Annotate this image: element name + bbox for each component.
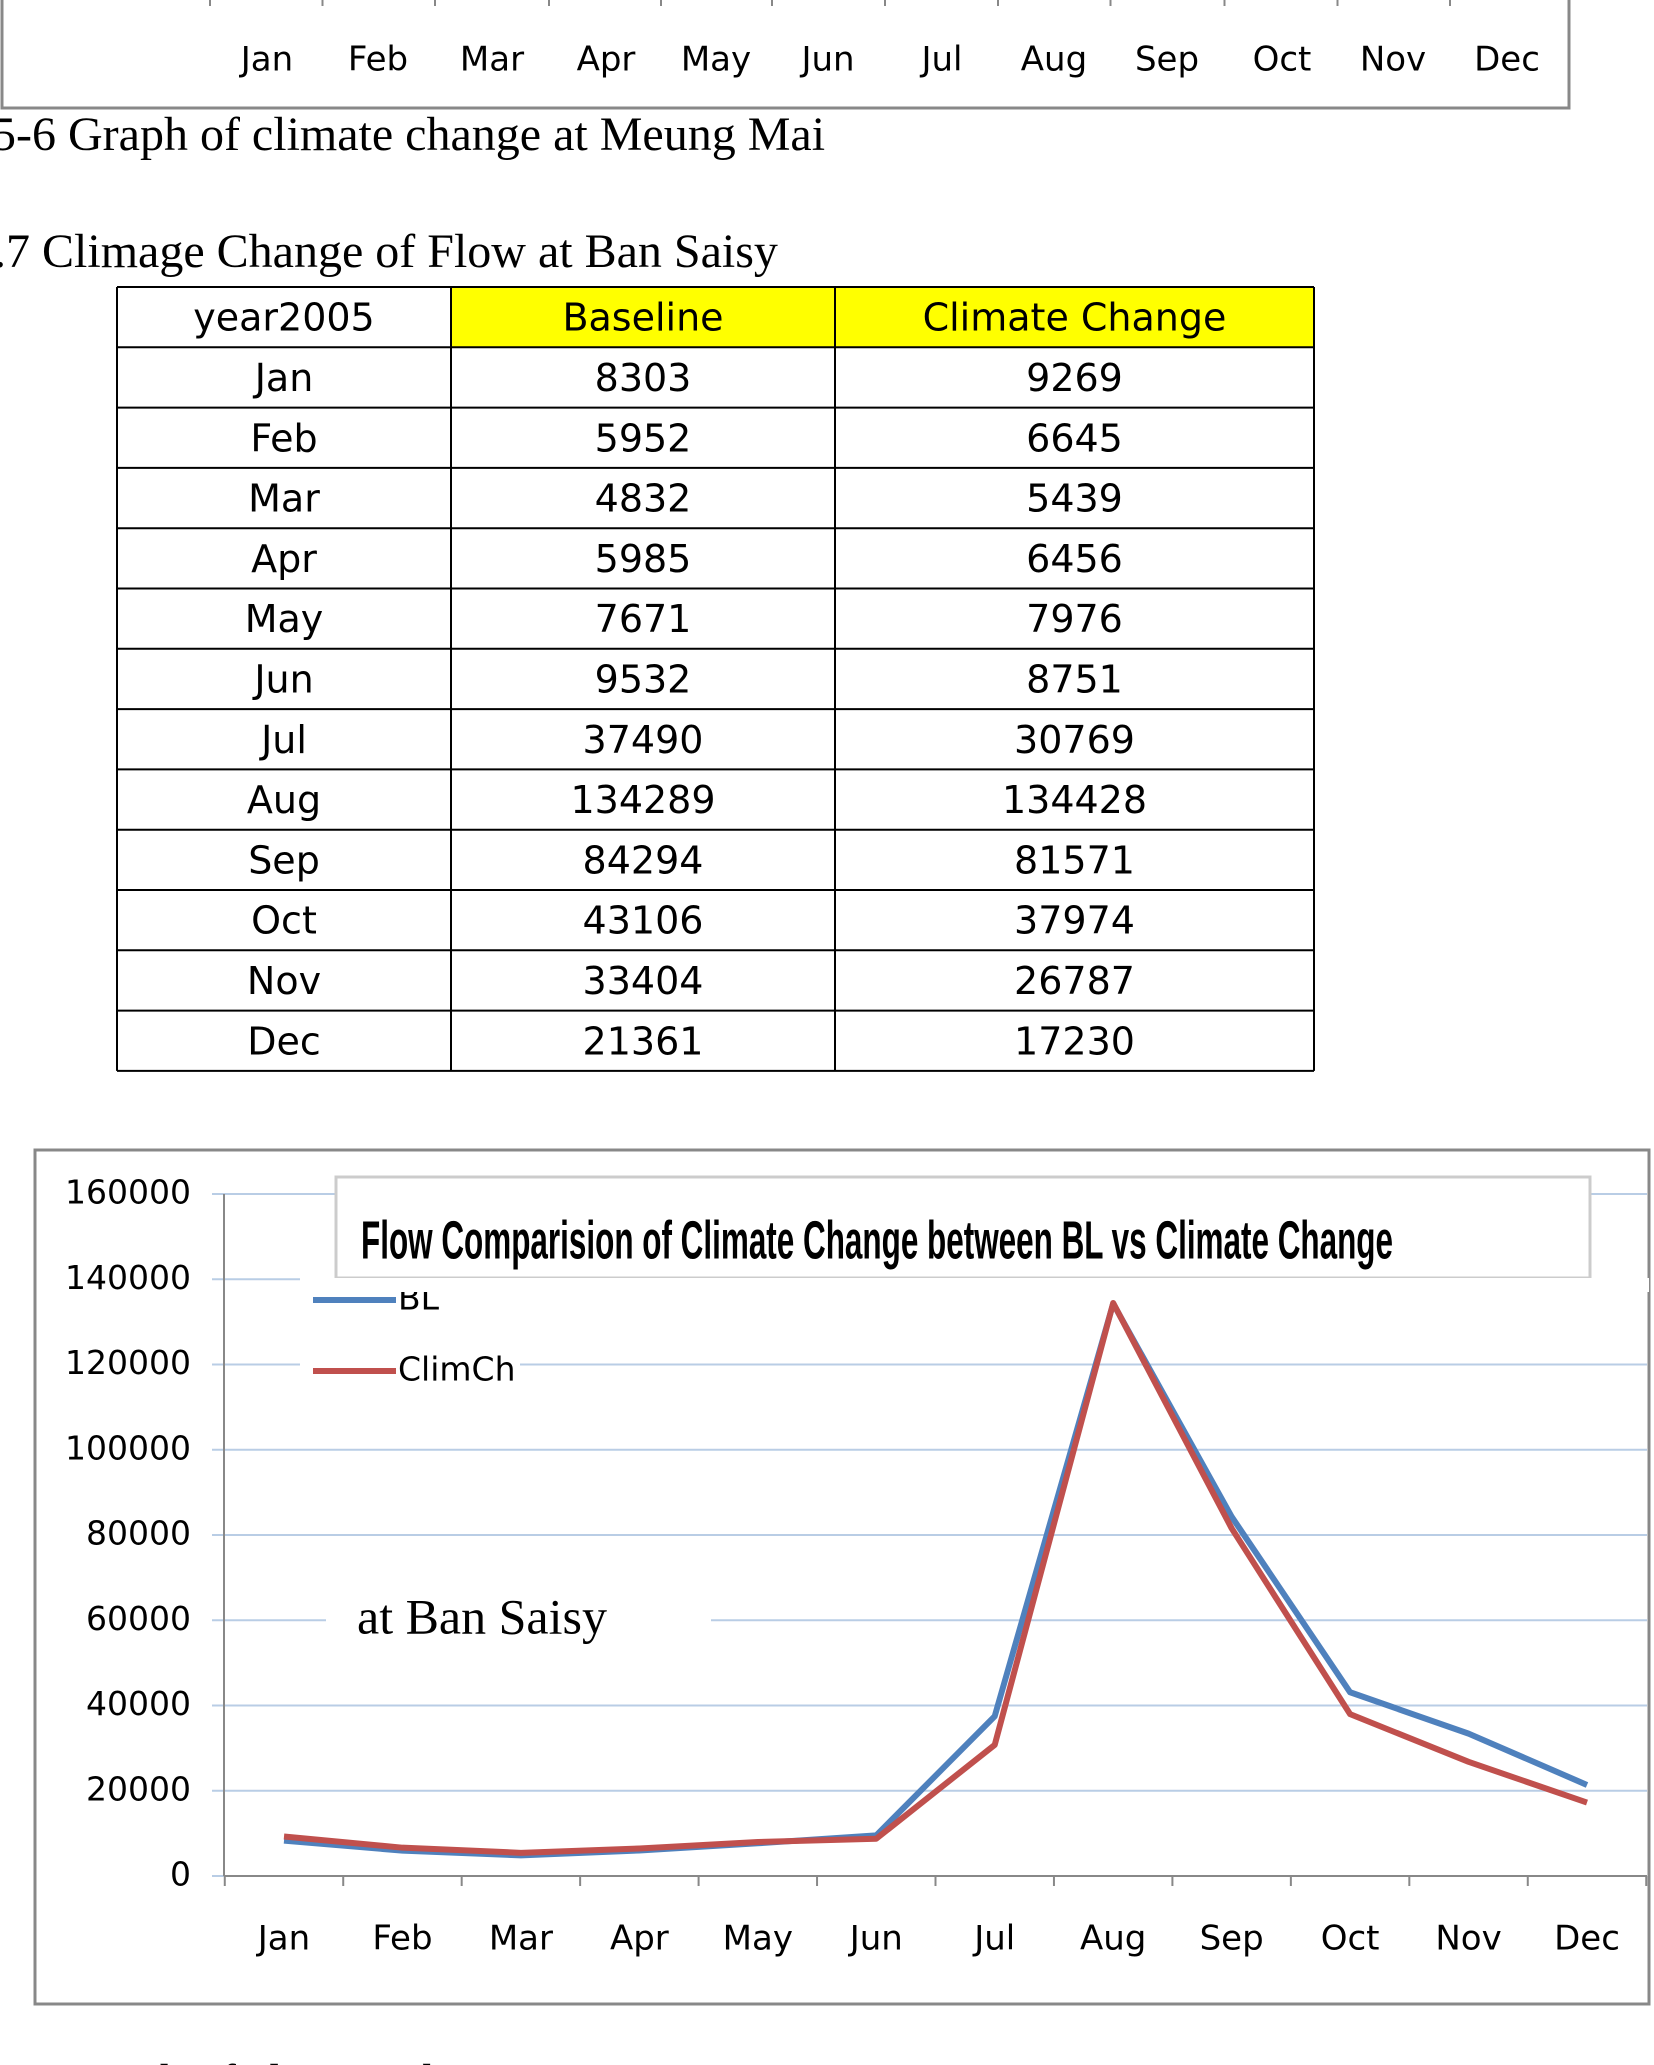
cell-text: Jul: [259, 718, 307, 762]
cell-text: 6645: [1026, 416, 1123, 460]
cell-text: 26787: [1014, 959, 1135, 1003]
caption: 5-6 Graph of climate change at Meung Mai: [0, 108, 825, 161]
x-tick-label: Apr: [610, 1919, 669, 1959]
cell-text: 9532: [595, 657, 692, 701]
x-tick-label: Sep: [1200, 1919, 1264, 1959]
cell-text: 37490: [583, 718, 704, 762]
cell-text: Dec: [247, 1019, 321, 1063]
x-tick-label: Jan: [256, 1919, 310, 1959]
series-line: [283, 1300, 1588, 1856]
chart-title-box: [334, 1175, 1592, 1280]
top-chart-frame: [0, 0, 1571, 110]
cell-text: 5952: [595, 416, 692, 460]
cell-text: Aug: [247, 778, 321, 822]
x-tick-label: May: [723, 1919, 793, 1959]
legend-label: ClimCh: [398, 1350, 515, 1389]
cell-text: 4832: [595, 477, 692, 521]
x-tick-label: Feb: [348, 40, 408, 80]
x-tick-label: Nov: [1360, 40, 1426, 80]
cell-text: 8303: [595, 356, 692, 400]
x-tick-label: Mar: [489, 1919, 553, 1959]
cell-text: Oct: [251, 899, 317, 943]
cell-text: 17230: [1014, 1019, 1135, 1063]
cell-text: 9269: [1026, 356, 1123, 400]
x-tick-label: Apr: [577, 40, 636, 80]
y-tick-label: 80000: [86, 1514, 191, 1553]
y-tick-label: 160000: [65, 1173, 191, 1212]
header-cell: [451, 287, 835, 348]
cell-text: Feb: [250, 416, 317, 460]
cell-text: 37974: [1014, 899, 1135, 943]
cell-text: 134428: [1002, 778, 1147, 822]
x-tick-label: Jun: [848, 1919, 903, 1959]
cell-text: Apr: [251, 537, 317, 581]
cell-text: 5985: [595, 537, 692, 581]
cell-text: Sep: [248, 838, 320, 882]
y-tick-label: 120000: [65, 1343, 191, 1382]
x-tick-label: Sep: [1135, 40, 1199, 80]
cell-text: Jan: [253, 356, 314, 400]
cell-text: 33404: [583, 959, 704, 1003]
cell-text: Jun: [252, 657, 313, 701]
x-tick-label: Oct: [1253, 40, 1312, 80]
cell-text: 43106: [583, 899, 704, 943]
y-tick-label: 60000: [86, 1599, 191, 1638]
caption: 5.7 Graph of climate change at Ban Saisy: [0, 2055, 789, 2065]
y-tick-label: 140000: [65, 1258, 191, 1297]
chart-title-mask: [300, 1278, 1649, 1292]
y-tick-label: 20000: [86, 1769, 191, 1808]
y-tick-label: 0: [170, 1855, 191, 1894]
cell-text: 30769: [1014, 718, 1135, 762]
header-cell-text: year2005: [193, 296, 374, 340]
x-tick-label: Feb: [372, 1919, 432, 1959]
annotation: at Ban Saisy: [357, 1588, 607, 1644]
x-tick-label: Nov: [1435, 1919, 1501, 1959]
cell-text: 134289: [570, 778, 715, 822]
cell-text: Mar: [248, 477, 320, 521]
chart-title: Flow Comparision of Climate Change betwe…: [361, 1210, 1393, 1270]
x-tick-label: Dec: [1554, 1919, 1620, 1959]
x-tick-label: Jul: [972, 1919, 1015, 1959]
x-tick-label: Jan: [239, 40, 293, 80]
header-cell: [835, 287, 1314, 348]
annotation-background: [326, 1590, 711, 1652]
x-tick-label: Dec: [1474, 40, 1540, 80]
x-tick-label: Aug: [1021, 40, 1087, 80]
header-cell-text: Climate Change: [923, 296, 1227, 340]
x-tick-label: Mar: [460, 40, 524, 80]
cell-text: 8751: [1026, 657, 1123, 701]
x-tick-label: Jun: [799, 40, 854, 80]
cell-text: 7671: [595, 597, 692, 641]
y-tick-label: 100000: [65, 1428, 191, 1467]
cell-text: May: [245, 597, 324, 641]
x-tick-label: Aug: [1080, 1919, 1146, 1959]
table-title: .7 Climage Change of Flow at Ban Saisy: [0, 225, 778, 278]
cell-text: 21361: [583, 1019, 704, 1063]
cell-text: 6456: [1026, 537, 1123, 581]
cell-text: Nov: [247, 959, 321, 1003]
cell-text: 81571: [1014, 838, 1135, 882]
cell-text: 7976: [1026, 597, 1123, 641]
x-tick-label: Oct: [1321, 1919, 1380, 1959]
cell-text: 84294: [583, 838, 704, 882]
x-tick-label: Jul: [919, 40, 962, 80]
x-tick-label: May: [681, 40, 751, 80]
cell-text: 5439: [1026, 477, 1123, 521]
y-tick-label: 40000: [86, 1684, 191, 1723]
header-cell-text: Baseline: [562, 296, 723, 340]
